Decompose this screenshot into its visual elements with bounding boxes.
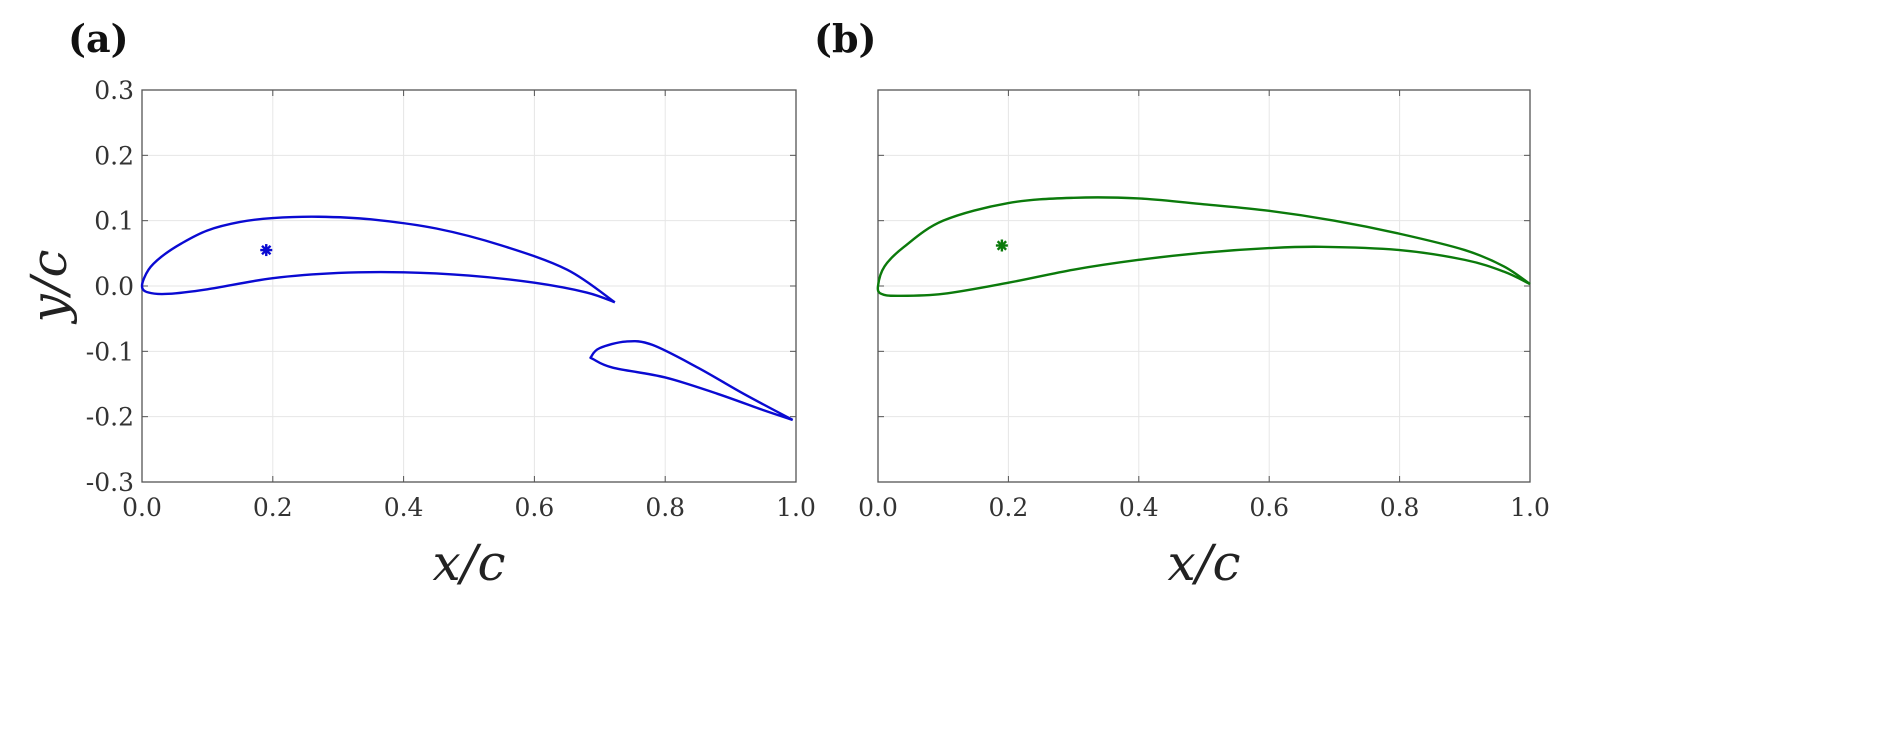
y-tick-label: 0.2 (94, 141, 134, 170)
y-tick-label: -0.2 (86, 403, 134, 432)
x-tick-label: 0.6 (1249, 493, 1289, 522)
x-tick-label: 0.4 (1119, 493, 1159, 522)
x-tick-label: 0.8 (645, 493, 685, 522)
panel-label-b: (b) (814, 16, 877, 61)
x-tick-label: 0.8 (1380, 493, 1420, 522)
y-tick-label: 0.3 (94, 76, 134, 105)
y-axis-label-a: y/c (20, 249, 78, 324)
airfoil-outline-0 (876, 196, 1531, 298)
y-tick-label: 0.0 (94, 272, 134, 301)
x-tick-label: 0.6 (515, 493, 555, 522)
y-tick-label: 0.1 (94, 207, 134, 236)
x-tick-label: 1.0 (1510, 493, 1550, 522)
x-axis-label-b: x/c (1167, 534, 1240, 592)
airfoil-outline-0 (140, 215, 616, 304)
x-tick-label: 0.2 (989, 493, 1029, 522)
panel-a: 0.0 0.2 0.4 0.6 0.8 1.0 0.3 0.2 0.1 0.0 -0.1 -0.2 -0… (86, 76, 816, 522)
x-tick-label: 0.4 (384, 493, 424, 522)
y-tick-label: -0.3 (86, 468, 134, 497)
x-tick-label: 0.0 (858, 493, 898, 522)
panel-label-a: (a) (68, 16, 129, 61)
centroid-marker (995, 239, 1008, 252)
centroid-marker (260, 244, 273, 257)
x-tick-label: 0.0 (122, 493, 162, 522)
airfoil-outline-1 (589, 339, 794, 422)
x-axis-label-a: x/c (432, 534, 505, 592)
x-tick-label: 0.2 (253, 493, 293, 522)
y-tick-label: -0.1 (86, 337, 134, 366)
panel-b: 0.0 0.2 0.4 0.6 0.8 1.0 (858, 89, 1550, 522)
x-tick-label: 1.0 (776, 493, 816, 522)
